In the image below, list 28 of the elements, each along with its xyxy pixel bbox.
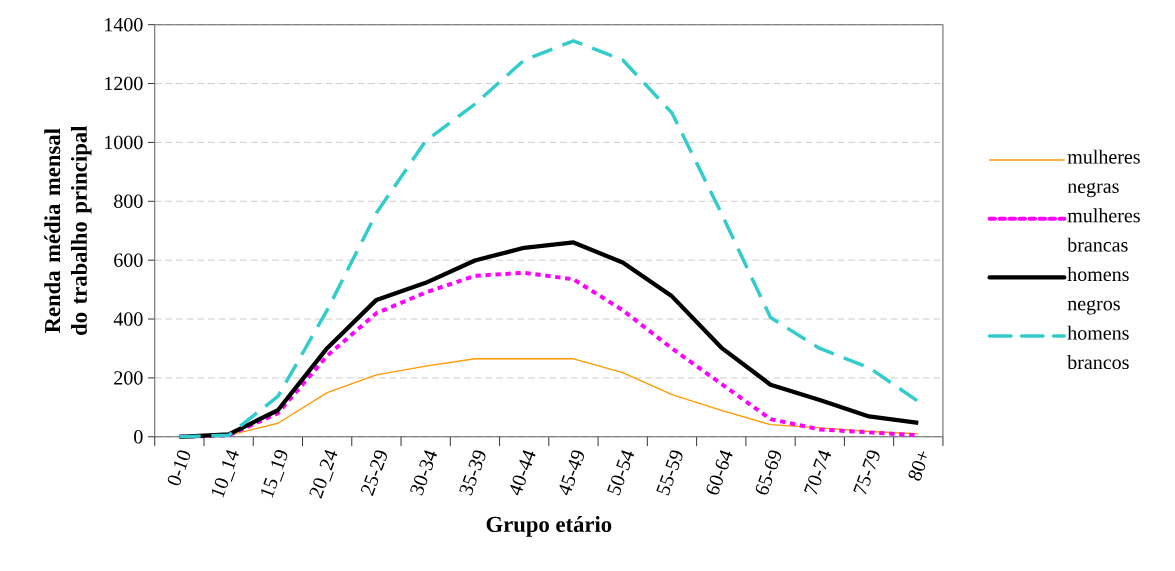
- x-tick-label: 25-29: [360, 450, 387, 496]
- y-tick-label: 200: [114, 371, 143, 385]
- x-tick-label: 80+: [908, 451, 927, 481]
- x-tick-label: 40-44: [510, 450, 536, 496]
- x-tick-label: 65-69: [755, 450, 782, 495]
- y-tick-label: 0: [134, 430, 143, 444]
- x-axis-title: Grupo etário: [486, 516, 612, 537]
- y-axis-title: Renda média mensal do trabalho principal: [44, 126, 92, 336]
- legend-label: homens brancos: [1067, 325, 1129, 370]
- x-tick-label: 45-49: [559, 450, 584, 496]
- y-tick-label: 800: [114, 194, 143, 209]
- x-tick-label: 60-64: [706, 450, 733, 495]
- x-tick-label: 0-10: [167, 450, 191, 486]
- y-tick-label: 1000: [105, 135, 143, 150]
- x-tick-label: 35-39: [459, 450, 486, 496]
- y-tick-label: 400: [113, 312, 143, 326]
- x-tick-label: 70-74: [804, 450, 832, 495]
- y-tick-label: 600: [114, 253, 143, 267]
- y-tick-label: 1400: [105, 18, 143, 32]
- line-series: [177, 39, 921, 439]
- x-tick-label: 15_19: [261, 450, 288, 498]
- x-tick-label: 20_24: [309, 450, 338, 499]
- x-tick-label: 50-54: [607, 450, 635, 496]
- x-tick-label: 10_14: [211, 450, 239, 498]
- x-tick-label: 30-34: [410, 450, 438, 496]
- y-tick-label: 1200: [105, 76, 143, 91]
- x-tick-label: 55-59: [656, 450, 683, 496]
- x-tick-label: 75-79: [853, 450, 880, 495]
